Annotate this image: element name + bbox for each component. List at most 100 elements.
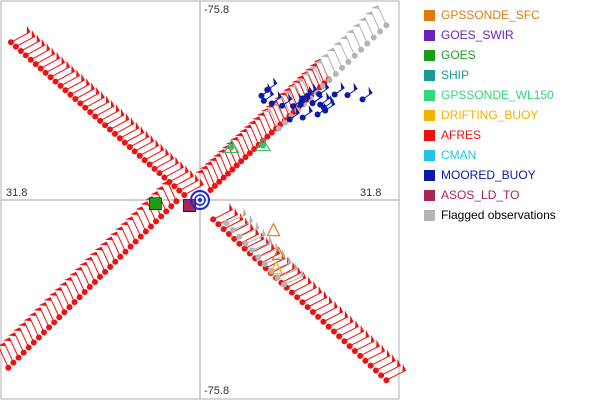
observation-point — [12, 43, 19, 50]
observation-point — [364, 40, 371, 47]
wind-barb-pennant — [313, 83, 318, 92]
observation-point — [331, 91, 338, 98]
observation-point — [20, 349, 27, 356]
wind-barb-pennant — [271, 242, 275, 251]
wind-barb-pennant — [328, 295, 333, 304]
wind-barb-pennant — [13, 327, 22, 332]
wind-barb-staff — [358, 23, 368, 44]
wind-barb-staff — [370, 11, 381, 32]
observation-point — [346, 343, 353, 350]
observation-point — [288, 289, 295, 296]
wind-barb-pennant — [66, 60, 70, 69]
wind-barb-staff — [270, 262, 291, 274]
observation-point — [136, 152, 143, 159]
wind-barb-pennant — [288, 93, 293, 102]
wind-barb-staff — [270, 261, 292, 272]
wind-barb-staff — [95, 251, 106, 273]
wind-barb-pennant — [294, 262, 298, 271]
observation-point — [378, 372, 385, 379]
wind-barb-pennant — [104, 236, 113, 241]
wind-barb-staff — [146, 201, 157, 222]
wind-barb-pennant — [208, 157, 217, 162]
wind-barb-pennant — [195, 173, 199, 183]
observation-point — [345, 58, 352, 65]
observation-point — [10, 359, 17, 366]
wind-barb-pennant — [36, 34, 41, 43]
observation-triangle — [271, 246, 286, 261]
observation-point — [47, 74, 54, 81]
legend-label: AFRES — [441, 128, 482, 142]
observation-point — [32, 61, 39, 68]
observation-point — [132, 238, 139, 245]
wind-barb-pennant — [105, 95, 110, 104]
legend-swatch — [424, 129, 435, 141]
observation-point — [147, 223, 154, 230]
wind-barb-pennant — [43, 297, 52, 301]
wind-barb-pennant — [51, 47, 56, 56]
observation-point — [42, 69, 49, 76]
wind-barb-pennant — [360, 324, 364, 334]
series-flagged observations-southeast — [223, 208, 305, 288]
wind-barb-pennant — [282, 90, 291, 94]
observation-point — [229, 166, 236, 173]
wind-barb-pennant — [76, 69, 80, 78]
legend-label: GOES — [441, 48, 476, 62]
wind-barb-pennant — [295, 106, 300, 115]
observation-point — [326, 77, 333, 84]
wind-barb-pennant — [150, 191, 159, 195]
observation-point — [142, 228, 149, 235]
wind-barb-staff — [258, 248, 279, 258]
wind-barb-pennant — [120, 221, 129, 226]
legend-label: CMAN — [441, 148, 477, 162]
wind-barb-pennant — [185, 165, 189, 174]
observation-point — [297, 101, 304, 108]
observation-point — [116, 135, 123, 142]
legend-swatch — [424, 9, 435, 21]
wind-barb-pennant — [277, 90, 282, 99]
observation-point — [81, 289, 88, 296]
wind-barb-pennant — [125, 112, 130, 121]
observation-point — [233, 162, 240, 169]
wind-barb-pennant — [263, 108, 272, 113]
observation-point — [5, 364, 12, 371]
observation-point — [225, 170, 232, 177]
legend-swatch — [424, 89, 435, 101]
wind-barb-pennant — [8, 332, 17, 337]
wind-barb-pennant — [115, 104, 120, 113]
observation-point — [320, 83, 327, 90]
wind-barb-staff — [64, 281, 75, 303]
wind-barb-staff — [377, 5, 387, 26]
observation-point — [66, 304, 73, 311]
wind-barb-pennant — [99, 241, 108, 246]
wind-barb-staff — [109, 118, 130, 130]
observation-point — [341, 338, 348, 345]
observation-point — [91, 278, 98, 285]
wind-barb-pennant — [155, 139, 160, 148]
wind-barb-pennant — [33, 307, 42, 312]
wind-barb-pennant — [41, 38, 46, 47]
wind-barb-staff — [326, 53, 337, 75]
observation-point — [57, 82, 64, 89]
legend-item: AFRES — [424, 125, 596, 145]
wind-barb-pennant — [402, 363, 406, 373]
observation-point — [96, 273, 103, 280]
wind-barb-pennant — [326, 47, 335, 52]
wind-barb-pennant — [300, 269, 305, 278]
observation-point — [275, 125, 282, 132]
wind-barb-pennant — [326, 92, 331, 101]
wind-barb-pennant — [345, 29, 354, 34]
wind-barb-staff — [115, 231, 126, 252]
observation-point — [268, 129, 275, 136]
observation-point — [357, 352, 364, 359]
wind-barb-pennant — [140, 125, 145, 135]
wind-barb-staff — [323, 311, 344, 323]
observation-point — [146, 161, 153, 168]
observation-point — [102, 268, 109, 275]
observation-point — [320, 104, 327, 111]
series-ship-east — [223, 137, 272, 154]
wind-barb-pennant — [355, 320, 359, 329]
wind-barb-pennant — [180, 160, 184, 169]
observation-point — [46, 324, 53, 331]
wind-barb-staff — [80, 92, 100, 104]
observation-point — [344, 92, 351, 99]
